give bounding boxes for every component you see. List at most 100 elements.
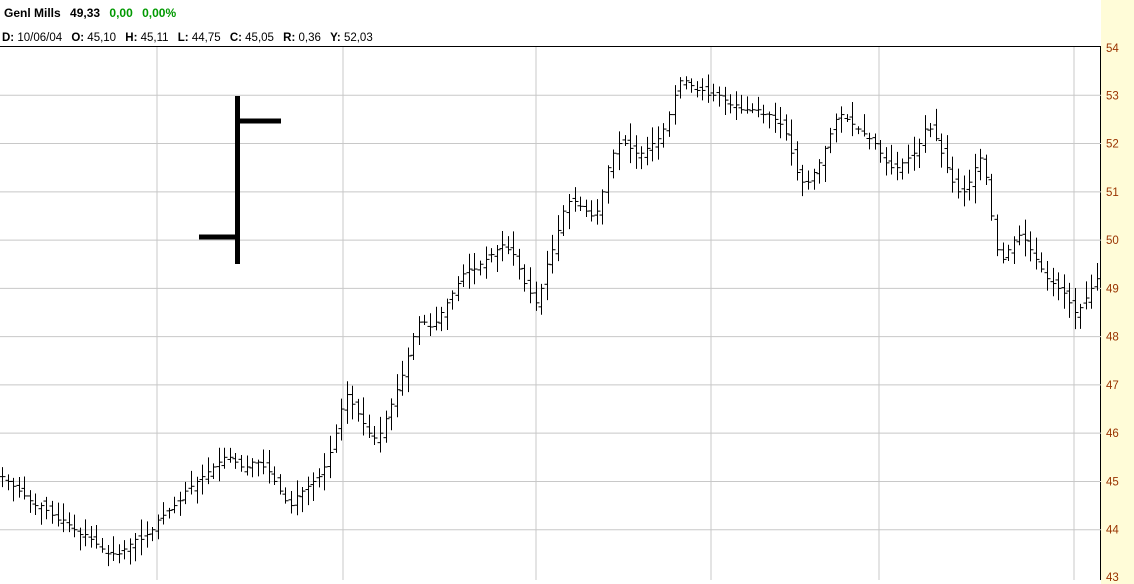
ohlc-bar <box>405 347 412 393</box>
ohlc-bar <box>294 480 301 516</box>
ohlc-bar <box>549 234 556 274</box>
ohlc-bar <box>610 149 617 179</box>
ohlc-bar <box>644 136 651 166</box>
high-label: H: <box>125 32 138 44</box>
ohlc-bar <box>955 168 962 199</box>
ohlc-bar <box>194 476 201 504</box>
plot-frame <box>0 46 1101 580</box>
last-price: 49,33 <box>70 6 101 20</box>
ohlc-bar <box>216 447 223 482</box>
ohlc-bar <box>144 521 151 548</box>
ohlc-bar <box>521 264 528 292</box>
y-tick-label-52: 52 <box>1106 139 1119 151</box>
ohlc-bar <box>555 215 562 262</box>
ohlc-bar <box>88 525 95 548</box>
ohlc-bar <box>249 458 256 478</box>
low-label: L: <box>177 32 189 44</box>
ohlc-bar <box>816 159 823 184</box>
ohlc-bar <box>683 76 690 90</box>
ohlc-bar <box>872 133 879 150</box>
ohlc-bar <box>1077 303 1084 329</box>
ohlc-bar <box>1061 274 1068 309</box>
ohlc-bar <box>849 102 856 137</box>
ohlc-bar <box>232 452 239 469</box>
ohlc-bar <box>694 81 701 98</box>
ohlc-bar <box>799 164 806 197</box>
date-label: D: <box>2 32 15 44</box>
ohlc-bar <box>483 246 490 279</box>
quote-summary: Genl Mills 49,33 0,00 0,00% <box>4 6 182 22</box>
price-change: 0,00 <box>109 6 133 20</box>
y-tick-label-44: 44 <box>1106 525 1119 537</box>
ohlc-bars <box>0 74 1101 567</box>
ohlc-bar <box>316 468 323 488</box>
ohlc-bar <box>266 450 273 484</box>
quote-header: Genl Mills 49,33 0,00 0,00% D: 10/06/04 … <box>0 0 1101 46</box>
ohlc-bar <box>182 481 189 505</box>
ohlc-bar <box>566 194 573 230</box>
ohlc-bar <box>666 111 673 137</box>
ohlc-bar <box>1016 225 1023 246</box>
ohlc-bar <box>1055 272 1062 301</box>
ohlc-bar <box>538 283 545 315</box>
ohlc-bar <box>155 514 162 540</box>
ohlc-bar <box>188 470 195 495</box>
ohlc-bar <box>149 526 156 542</box>
ohlc-bar <box>949 156 956 193</box>
y-tick-label-43: 43 <box>1106 572 1119 584</box>
ohlc-bar <box>1038 252 1045 273</box>
ohlc-bar <box>160 502 167 525</box>
ohlc-bar <box>299 486 306 513</box>
ohlc-bar <box>344 381 351 424</box>
ohlc-bar <box>660 123 667 148</box>
ohlc-bar <box>594 199 601 225</box>
ohlc-bar <box>10 477 17 502</box>
ohlc-bar <box>622 135 629 147</box>
ohlc-bar <box>49 500 56 524</box>
ohlc-bar <box>988 173 995 221</box>
ohlc-bar <box>5 474 12 491</box>
yesterday-value: 52,03 <box>343 32 373 44</box>
ohlc-bar <box>577 196 584 211</box>
ohlc-bar <box>110 536 117 561</box>
ohlc-bar <box>544 250 551 301</box>
ohlc-bar <box>394 374 401 418</box>
ohlc-bar <box>210 463 217 479</box>
ohlc-bar <box>105 545 112 567</box>
ohlc-bar <box>655 126 662 160</box>
ohlc-bar <box>861 114 868 137</box>
ohlc-bar <box>738 94 745 114</box>
ohlc-bar <box>572 187 579 212</box>
ohlc-bar <box>488 248 495 263</box>
ohlc-bar <box>1011 236 1018 264</box>
ohlc-bar <box>822 145 829 182</box>
high-value: 45,11 <box>140 32 169 44</box>
ohlc-bar <box>722 86 729 116</box>
ohlc-bar <box>1022 219 1029 257</box>
ohlc-bar <box>916 138 923 168</box>
ohlc-bar <box>699 78 706 101</box>
low-value: 44,75 <box>191 32 221 44</box>
ohlc-bar <box>766 111 773 129</box>
ohlc-bar <box>794 141 801 181</box>
ohlc-bar <box>638 146 645 170</box>
range-label: R: <box>283 32 296 44</box>
ohlc-bar <box>510 231 517 266</box>
ohlc-bar <box>333 424 340 453</box>
ohlc-bar <box>516 248 523 280</box>
ohlc-bar <box>605 165 612 204</box>
ohlc-bar <box>471 252 478 285</box>
ohlc-bar <box>1033 237 1040 270</box>
ohlc-bar <box>1094 262 1101 291</box>
ohlc-bar <box>961 175 968 207</box>
ohlc-bar <box>866 132 873 150</box>
y-tick-label-49: 49 <box>1106 283 1119 295</box>
ohlc-bar <box>16 477 23 498</box>
ohlc-bar <box>494 245 501 273</box>
ohlc-bar <box>966 169 973 201</box>
ohlc-bar <box>43 496 50 520</box>
ohlc-bar <box>427 313 434 337</box>
ohlc-bar <box>944 135 951 174</box>
ohlc-bar <box>760 104 767 124</box>
